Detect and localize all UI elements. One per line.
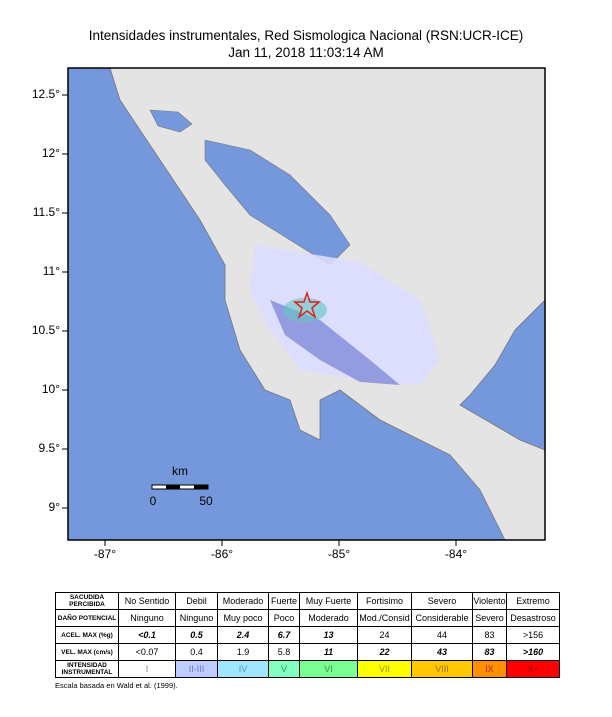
legend-table: SACUDIDA PERCIBIDA No Sentido Debil Moderad… — [55, 592, 560, 678]
legend-row: SACUDIDA PERCIBIDA No Sentido Debil Moderad… — [55, 592, 560, 610]
cell: 11 — [299, 643, 358, 661]
header: Intensidades instrumentales, Red Sismolo… — [0, 27, 612, 61]
cell: >160 — [506, 643, 560, 661]
footnote: Escala basada en Wald et al. (1999). — [55, 681, 178, 690]
cell: Muy Fuerte — [299, 592, 358, 610]
lat-label: 10.5° — [32, 323, 60, 337]
cell: Fuerte — [268, 592, 300, 610]
row-label: VEL. MAX (cm/s) — [55, 643, 119, 661]
lon-label: -86° — [211, 547, 233, 561]
cell: Mod./Consid — [357, 609, 412, 627]
cell: X+ — [506, 660, 560, 678]
cell: Extremo — [506, 592, 560, 610]
epicenter — [292, 290, 322, 320]
cell: 5.8 — [268, 643, 300, 661]
lat-label: 12° — [42, 146, 60, 160]
cell: <0.07 — [118, 643, 176, 661]
cell: VI — [299, 660, 358, 678]
cell: Desastroso — [506, 609, 560, 627]
cell: 13 — [299, 626, 358, 644]
lat-label: 11° — [43, 264, 60, 278]
intensity-area — [250, 245, 440, 385]
legend-row: VEL. MAX (cm/s) <0.07 0.4 1.9 5.8 11 22 43 83 >16… — [55, 643, 560, 661]
cell: <0.1 — [118, 626, 176, 644]
cell: I — [118, 660, 176, 678]
cell: Severo — [411, 592, 473, 610]
cell: 43 — [411, 643, 473, 661]
cell: Ninguno — [175, 609, 218, 627]
lon-label: -85° — [328, 547, 350, 561]
cell: 0.4 — [175, 643, 218, 661]
row-label: INTENSIDAD INSTRUMENTAL — [55, 660, 119, 678]
cell: 0.5 — [175, 626, 218, 644]
scale-label: 0 — [150, 494, 157, 508]
cell: Severo — [472, 609, 507, 627]
cell: Muy poco — [217, 609, 269, 627]
scale-bar: km 0 50 — [150, 464, 213, 508]
cell: IX — [472, 660, 507, 678]
cell: 83 — [472, 626, 507, 644]
cell: 22 — [357, 643, 412, 661]
cell: Moderado — [299, 609, 358, 627]
cell: 1.9 — [217, 643, 269, 661]
lat-label: 11.5° — [33, 205, 60, 219]
lake — [149, 109, 193, 133]
cell: IV — [217, 660, 269, 678]
lat-label: 9.5° — [39, 441, 61, 455]
cell: 24 — [357, 626, 412, 644]
cell: 83 — [472, 643, 507, 661]
cell: Ninguno — [118, 609, 176, 627]
row-label: DAÑO POTENCIAL — [55, 609, 119, 627]
scale-label: 50 — [199, 494, 213, 508]
cell: 6.7 — [268, 626, 300, 644]
lon-label: -87° — [94, 547, 116, 561]
cell: Poco — [268, 609, 300, 627]
legend-row: INTENSIDAD INSTRUMENTAL I II-III IV V VI VII VI… — [55, 660, 560, 678]
scale-bar-rect — [166, 485, 180, 489]
cell: Debil — [175, 592, 218, 610]
title: Intensidades instrumentales, Red Sismolo… — [88, 28, 524, 43]
legend-row: ACEL. MAX (%g) <0.1 0.5 2.4 6.7 13 24 44 83 >156 — [55, 626, 560, 644]
subtitle: Jan 11, 2018 11:03:14 AM — [228, 45, 384, 60]
cell: VIII — [411, 660, 473, 678]
lat-label: 12.5° — [32, 87, 60, 101]
cell: Violento — [472, 592, 507, 610]
cell: Fortisimo — [357, 592, 412, 610]
lon-label: -84° — [445, 547, 467, 561]
row-label: SACUDIDA PERCIBIDA — [55, 592, 119, 610]
cell: No Sentido — [118, 592, 176, 610]
lat-label: 10° — [42, 382, 60, 396]
cell: II-III — [175, 660, 218, 678]
scale-unit: km — [172, 464, 188, 478]
cell: VII — [357, 660, 412, 678]
legend-row: DAÑO POTENCIAL Ninguno Ninguno Muy poco Poco… — [55, 609, 560, 627]
cell: 2.4 — [217, 626, 269, 644]
scale-bar-rect — [194, 485, 208, 489]
cell: Moderado — [217, 592, 269, 610]
map-frame — [67, 67, 546, 541]
row-label: ACEL. MAX (%g) — [55, 626, 119, 644]
lat-label: 9° — [49, 500, 61, 514]
cell: >156 — [506, 626, 560, 644]
cell: 44 — [411, 626, 473, 644]
cell: V — [268, 660, 300, 678]
cell: Considerable — [411, 609, 473, 627]
